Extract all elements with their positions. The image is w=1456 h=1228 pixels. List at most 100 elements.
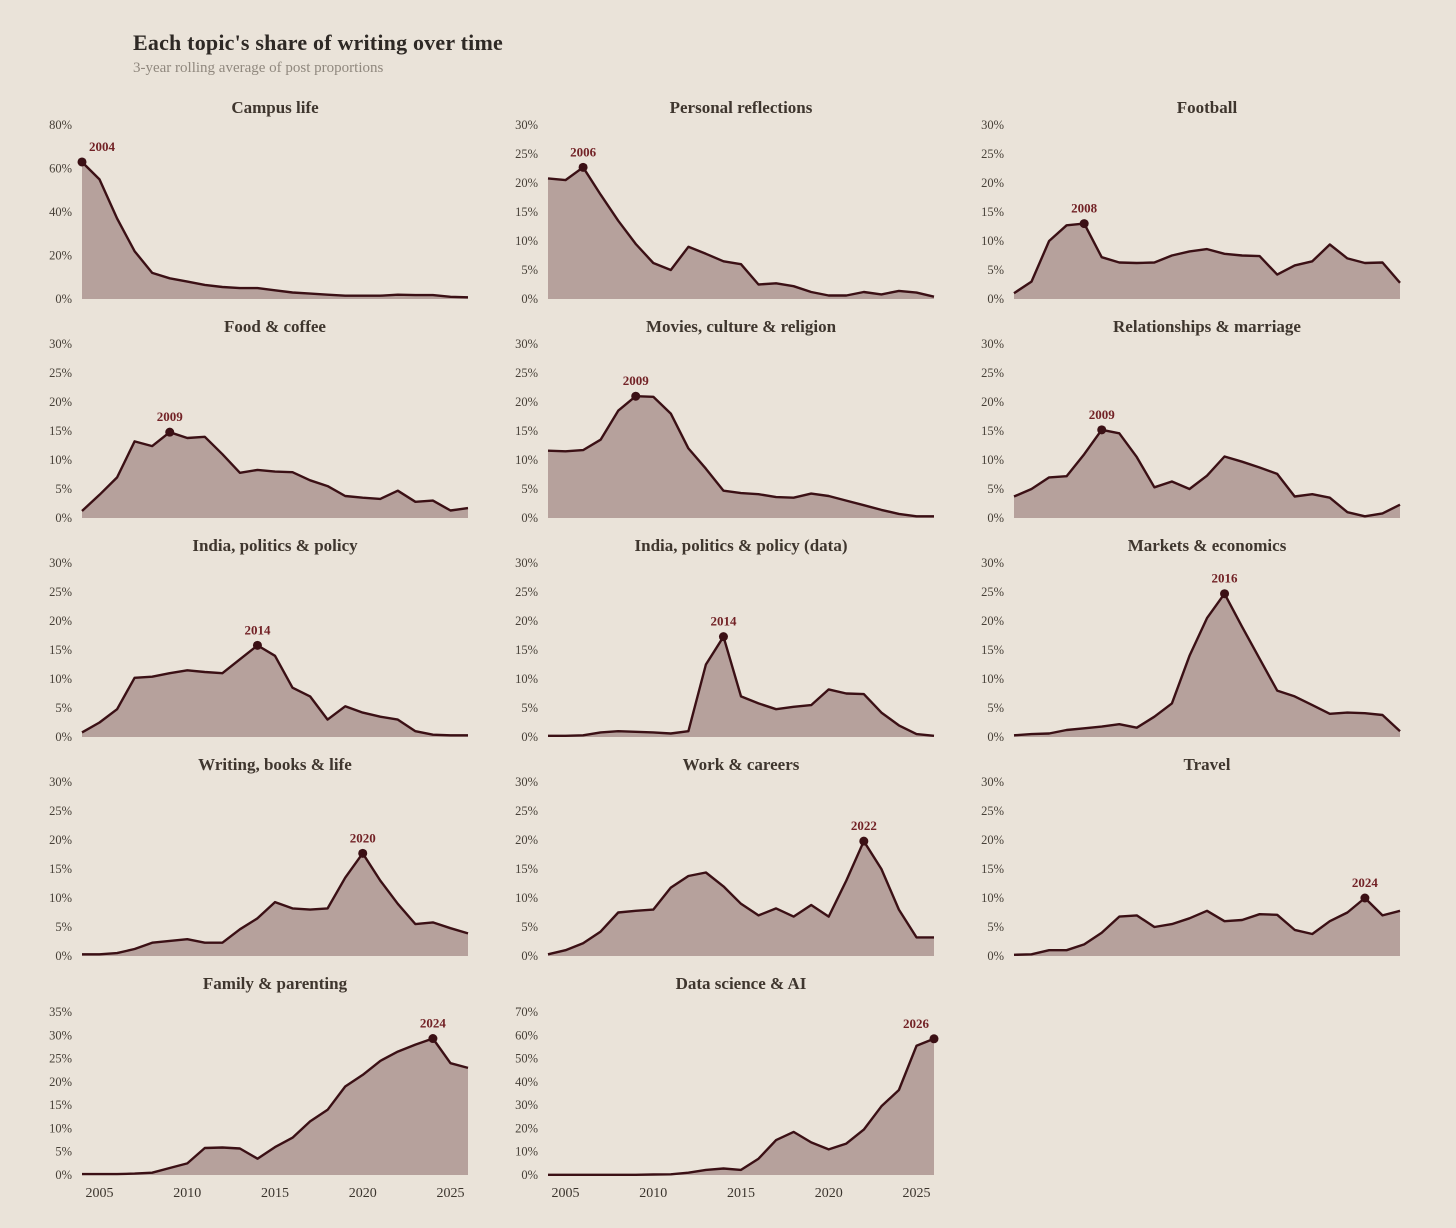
y-tick-label: 15%: [981, 424, 1004, 438]
page-subtitle: 3-year rolling average of post proportio…: [133, 60, 384, 76]
y-tick-label: 10%: [515, 453, 538, 467]
y-tick-label: 20%: [49, 1075, 72, 1089]
y-tick-label: 30%: [515, 775, 538, 789]
chart-title: Family & parenting: [203, 974, 348, 993]
page-title: Each topic's share of writing over time: [133, 30, 503, 55]
y-tick-label: 15%: [981, 205, 1004, 219]
y-tick-label: 5%: [55, 482, 72, 496]
chart-data-science-ai: Data science & AI 0% 10% 20% 30% 40% 50% 60% 70%…: [476, 971, 942, 1216]
y-tick-label: 0%: [55, 730, 72, 744]
y-tick-label: 20%: [49, 614, 72, 628]
y-tick-label: 5%: [55, 920, 72, 934]
y-tick-label: 0%: [55, 949, 72, 963]
chart-canvas-work-careers: Work & careers 0% 5% 10% 15% 20% 25% 30% 2022: [515, 755, 934, 963]
x-tick-label: 2015: [261, 1186, 289, 1201]
y-tick-label: 5%: [521, 482, 538, 496]
chart-title: India, politics & policy (data): [635, 536, 848, 555]
y-tick-label: 5%: [55, 701, 72, 715]
y-tick-label: 25%: [981, 585, 1004, 599]
peak-dot: [1079, 219, 1089, 229]
y-tick-label: 20%: [515, 395, 538, 409]
peak-dot: [1097, 425, 1107, 435]
peak-dot: [1360, 893, 1370, 903]
peak-dot: [929, 1034, 939, 1044]
area-fill: [82, 1038, 468, 1175]
y-tick-label: 50%: [515, 1052, 538, 1066]
y-tick-label: 5%: [987, 263, 1004, 277]
chart-title: Writing, books & life: [198, 755, 352, 774]
y-tick-label: 30%: [981, 118, 1004, 132]
y-tick-label: 20%: [981, 833, 1004, 847]
peak-dot: [631, 391, 641, 401]
area-fill: [1014, 898, 1400, 956]
y-tick-label: 10%: [515, 1145, 538, 1159]
y-tick-label: 20%: [981, 176, 1004, 190]
trend-line: [82, 1037, 469, 1176]
y-tick-label: 10%: [981, 891, 1004, 905]
trend-line: [1013, 592, 1401, 737]
y-tick-label: 20%: [515, 176, 538, 190]
x-tick-label: 2015: [727, 1186, 755, 1201]
y-tick-label: 20%: [515, 1121, 538, 1135]
x-tick-label: 2025: [902, 1186, 930, 1201]
y-tick-label: 5%: [521, 920, 538, 934]
y-tick-label: 25%: [49, 366, 72, 380]
chart-canvas-markets-economics: Markets & economics 0% 5% 10% 15% 20% 25% 30% 20…: [981, 536, 1401, 744]
trend-line: [547, 840, 934, 956]
x-tick-label: 2010: [173, 1186, 201, 1201]
y-tick-label: 0%: [521, 511, 538, 525]
area-fill: [82, 162, 468, 299]
peak-dot: [859, 836, 869, 846]
y-tick-label: 0%: [987, 292, 1004, 306]
y-tick-label: 0%: [55, 1168, 72, 1182]
trend-line: [1013, 428, 1401, 518]
trend-line: [547, 395, 934, 518]
y-tick-label: 15%: [49, 424, 72, 438]
y-tick-label: 20%: [515, 833, 538, 847]
peak-year-label: 2022: [851, 818, 877, 833]
x-tick-label: 2010: [639, 1186, 667, 1201]
chart-title: Relationships & marriage: [1113, 317, 1301, 336]
y-tick-label: 15%: [515, 424, 538, 438]
y-tick-label: 25%: [49, 585, 72, 599]
y-tick-label: 5%: [521, 701, 538, 715]
x-tick-label: 2020: [815, 1186, 843, 1201]
y-tick-label: 10%: [981, 672, 1004, 686]
y-tick-label: 10%: [981, 453, 1004, 467]
y-tick-label: 40%: [515, 1075, 538, 1089]
y-tick-label: 0%: [55, 292, 72, 306]
area-fill: [1014, 223, 1400, 299]
x-tick-label: 2025: [436, 1186, 464, 1201]
y-tick-label: 15%: [515, 643, 538, 657]
y-tick-label: 10%: [49, 891, 72, 905]
y-tick-label: 30%: [981, 337, 1004, 351]
y-tick-label: 25%: [49, 1052, 72, 1066]
chart-writing-books-life: Writing, books & life 0% 5% 10% 15% 20% 25% 30%…: [10, 752, 476, 971]
y-tick-label: 0%: [987, 730, 1004, 744]
chart-canvas-india-politics-policy: India, politics & policy 0% 5% 10% 15% 20% 25%…: [49, 536, 468, 744]
chart-canvas-family-parenting: Family & parenting 0% 5% 10% 15% 20% 25% 30% 35%…: [49, 974, 469, 1201]
y-tick-label: 20%: [49, 833, 72, 847]
y-tick-label: 20%: [981, 614, 1004, 628]
area-fill: [82, 853, 468, 956]
trend-line: [1013, 896, 1401, 956]
y-tick-label: 35%: [49, 1005, 72, 1019]
chart-title: Data science & AI: [676, 974, 807, 993]
y-tick-label: 15%: [49, 862, 72, 876]
y-tick-label: 30%: [515, 1098, 538, 1112]
chart-canvas-food-coffee: Food & coffee 0% 5% 10% 15% 20% 25% 30% 2009: [49, 317, 469, 525]
chart-title: Campus life: [231, 98, 319, 117]
area-fill: [548, 841, 934, 956]
chart-canvas-football: Football 0% 5% 10% 15% 20% 25% 30% 2008: [981, 98, 1401, 306]
y-tick-label: 60%: [515, 1028, 538, 1042]
chart-markets-economics: Markets & economics 0% 5% 10% 15% 20% 25% 30% 20…: [942, 533, 1408, 752]
chart-canvas-data-science-ai: Data science & AI 0% 10% 20% 30% 40% 50% 60% 70%…: [515, 974, 939, 1201]
y-tick-label: 25%: [981, 366, 1004, 380]
peak-year-label: 2014: [710, 614, 737, 629]
chart-football: Football 0% 5% 10% 15% 20% 25% 30% 2008: [942, 95, 1408, 314]
chart-title: Markets & economics: [1128, 536, 1287, 555]
trend-line: [1013, 222, 1401, 295]
peak-dot: [252, 640, 262, 650]
